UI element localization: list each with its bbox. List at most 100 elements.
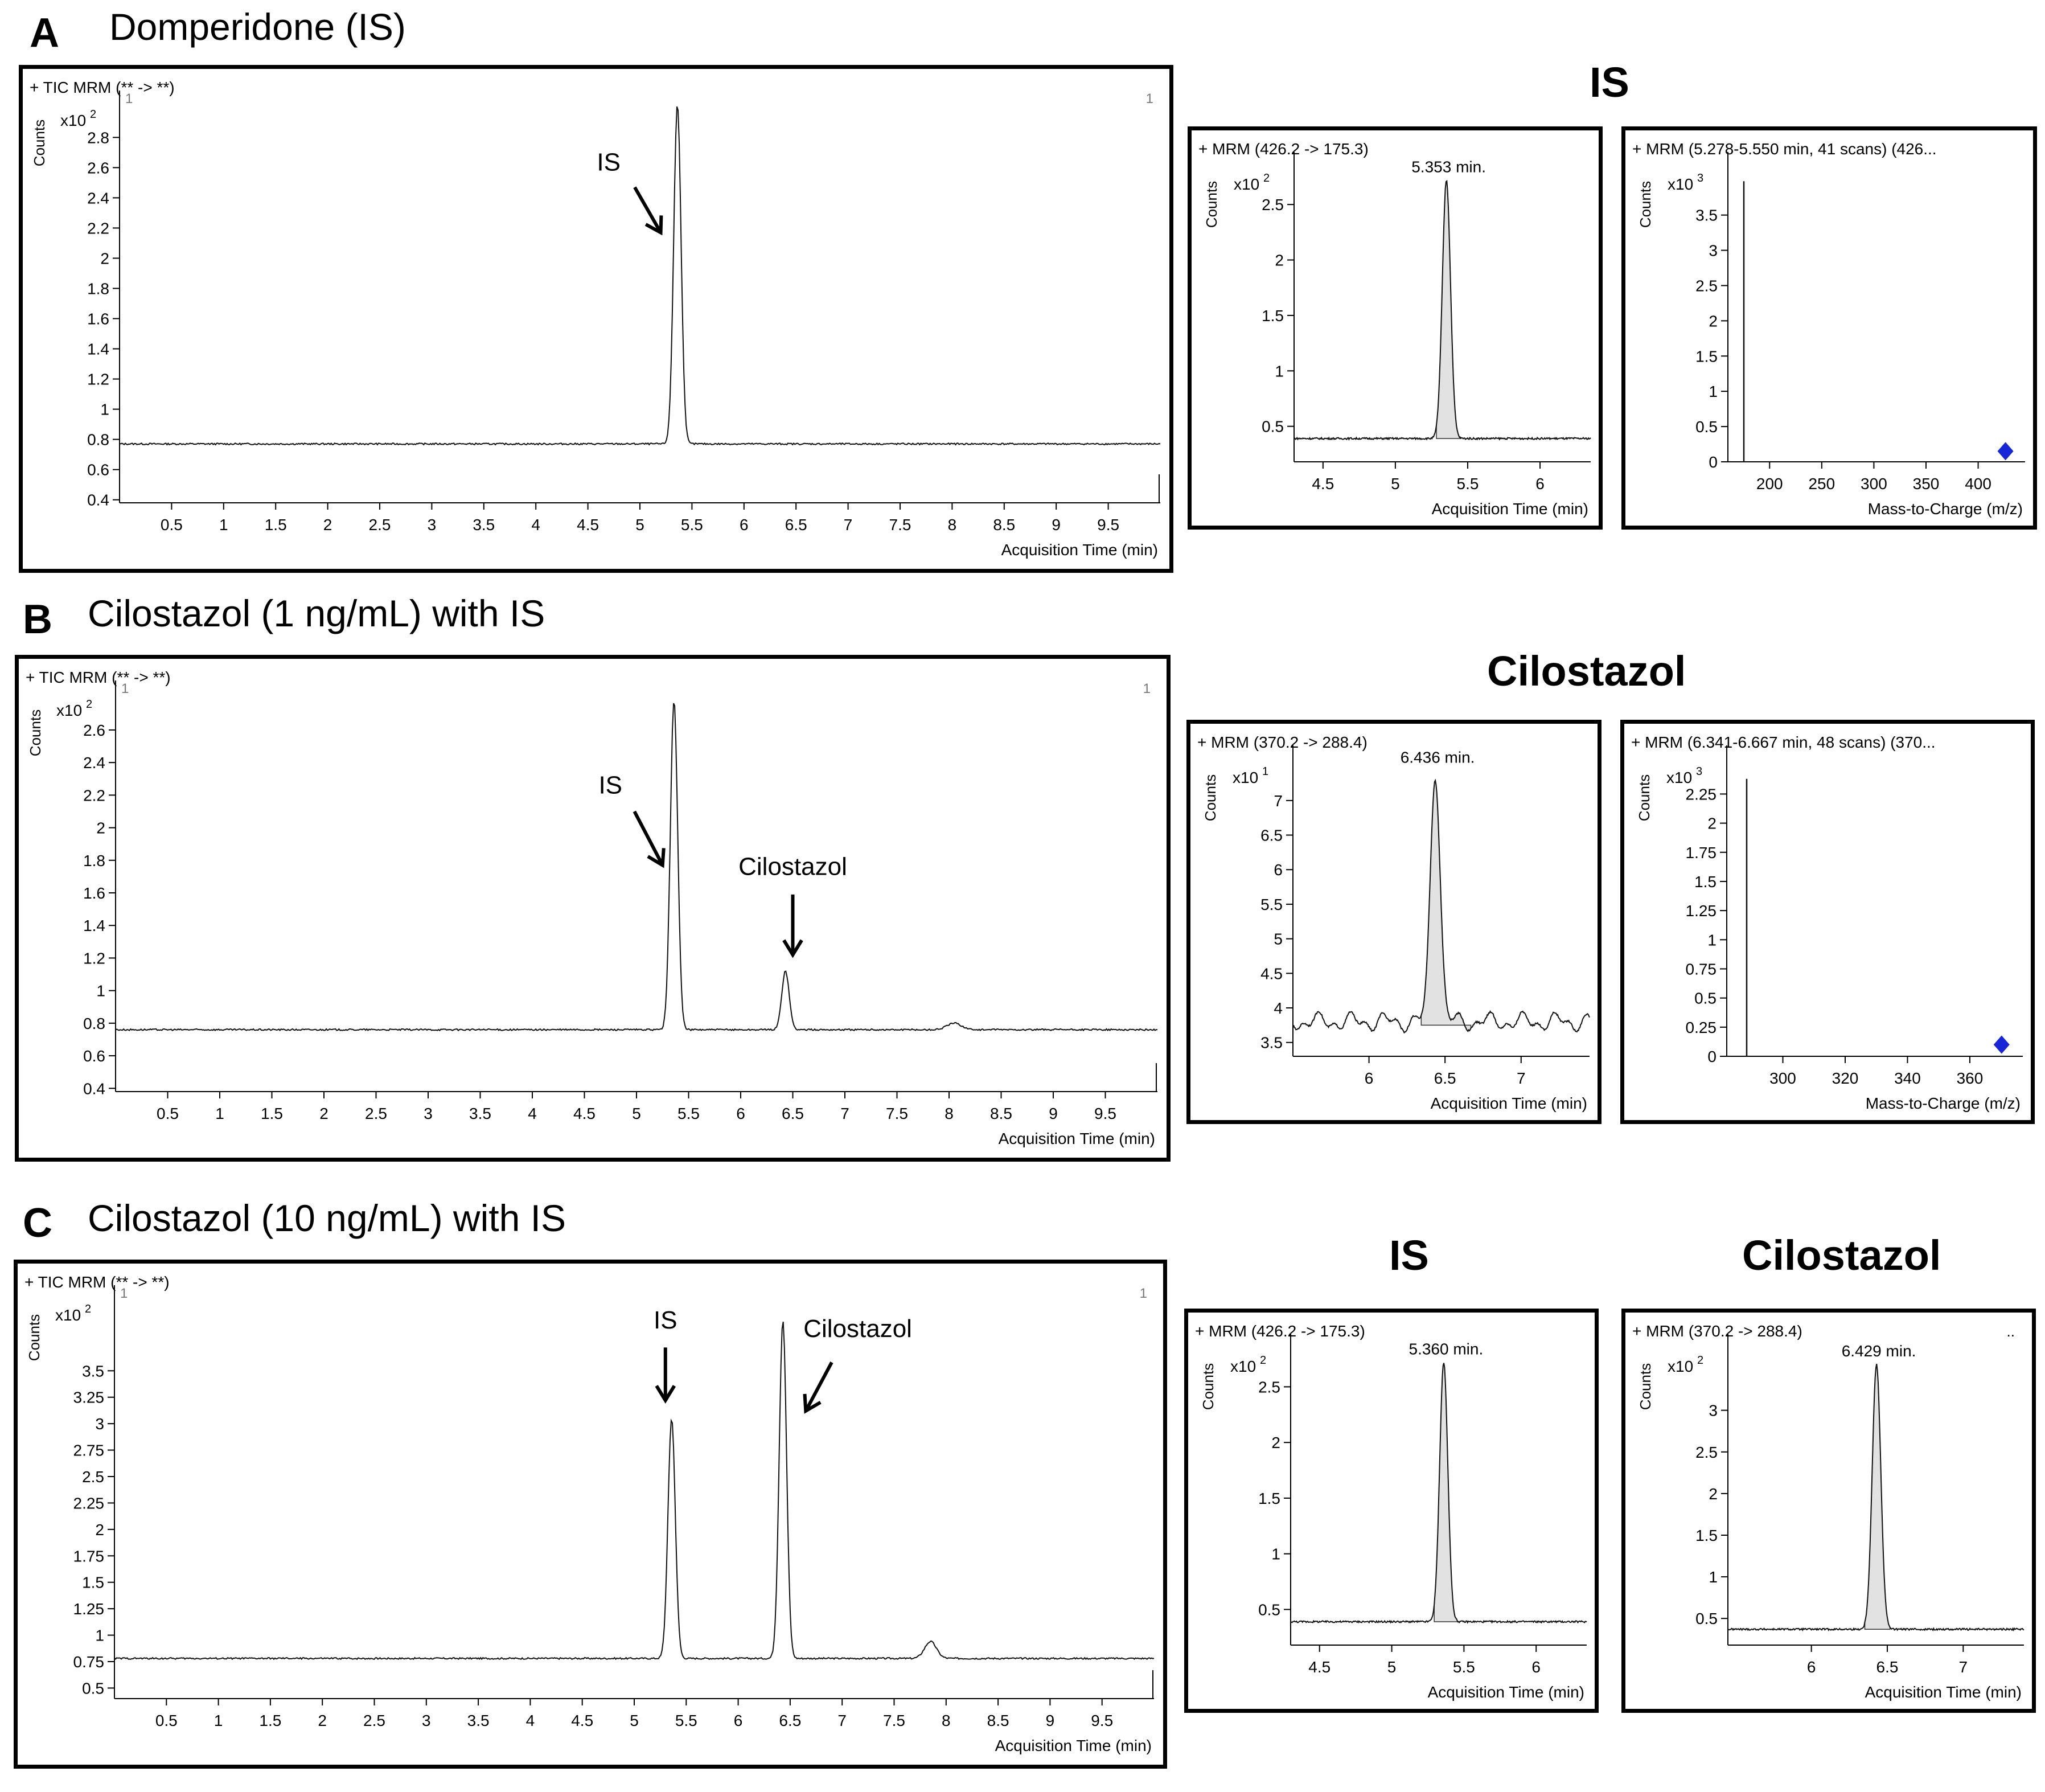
x-tick-label: 4.5	[571, 1712, 593, 1729]
annotation-arrow-head	[647, 848, 666, 868]
y-tick-label: 3	[1709, 242, 1718, 260]
y-tick-label: 1	[96, 982, 105, 1000]
y-multiplier: x10	[60, 112, 86, 129]
chart-a-mrm: + MRM (426.2 -> 175.3) Counts x10 2 0.5 1 1.5 2…	[1188, 126, 1603, 530]
x-tick-label: 5	[635, 516, 644, 534]
x-tick-label: 3	[428, 516, 437, 534]
x-axis-label: Acquisition Time (min)	[1428, 1683, 1584, 1701]
y-tick-label: 0.6	[83, 1047, 105, 1065]
x-tick-label: 8	[945, 1105, 954, 1122]
chart-header: + MRM (6.341-6.667 min, 48 scans) (370..…	[1631, 733, 1936, 751]
annotation-arrow-head	[655, 1385, 676, 1404]
chart-c-mrm-cilostazol: + MRM (370.2 -> 288.4).. Counts x10 2 0.5 1 1.…	[1621, 1309, 2036, 1713]
y-tick-label: 5.5	[1260, 896, 1283, 913]
y-multiplier: x10	[56, 702, 82, 719]
panel-c-letter: C	[23, 1200, 52, 1246]
y-tick-label: 0.75	[73, 1653, 105, 1671]
x-tick-label: 0.5	[161, 516, 183, 534]
annotation-label: IS	[598, 772, 622, 799]
y-tick-label: 2.4	[87, 189, 109, 207]
y-tick-label: 2.4	[83, 754, 105, 772]
chart-svg: + MRM (426.2 -> 175.3) Counts x10 2 0.5 1 1.5 2…	[1195, 1322, 1587, 1701]
y-tick-label: 2	[1709, 312, 1718, 330]
y-multiplier: x10	[1230, 1358, 1256, 1375]
chart-svg: + TIC MRM (** -> **) Counts x10 2 1 1 0.4 0.6 0.…	[26, 669, 1158, 1147]
chart-b-tic: + TIC MRM (** -> **) Counts x10 2 1 1 0.4 0.6 0.…	[15, 655, 1171, 1162]
y-multiplier-exponent: 1	[1262, 765, 1268, 778]
y-tick-label: 2	[1275, 252, 1284, 269]
chromatogram-trace	[115, 703, 1158, 1032]
y-multiplier-exponent: 2	[1697, 1354, 1703, 1367]
corner-marker-left: 1	[120, 1286, 128, 1301]
y-tick-label: 1	[1709, 383, 1718, 400]
panel-b-side-heading: Cilostazol	[1487, 647, 1686, 695]
x-tick-label: 3	[424, 1105, 433, 1122]
x-tick-label: 5	[1391, 475, 1400, 493]
x-tick-label: 1	[219, 516, 228, 534]
x-tick-label: 6	[740, 516, 749, 534]
y-axis-label: Counts	[27, 710, 44, 756]
x-tick-label: 7	[840, 1105, 849, 1122]
x-tick-label: 7	[837, 1712, 847, 1729]
panel-c-title: Cilostazol (10 ng/mL) with IS	[88, 1197, 566, 1239]
x-tick-label: 6	[734, 1712, 743, 1729]
chart-a-ms: + MRM (5.278-5.550 min, 41 scans) (426..…	[1621, 126, 2037, 530]
y-multiplier-exponent: 2	[86, 698, 92, 711]
y-tick-label: 4.5	[1260, 965, 1283, 982]
annotation-label: IS	[597, 149, 621, 177]
x-tick-label: 1.5	[259, 1712, 281, 1729]
x-tick-label: 4.5	[1308, 1658, 1331, 1676]
panel-b-letter: B	[23, 597, 52, 642]
y-tick-label: 0.5	[1262, 418, 1284, 436]
chart-c-tic: + TIC MRM (** -> **) Counts x10 2 1 1 0.5 0.75 1…	[14, 1260, 1167, 1769]
x-tick-label: 8.5	[987, 1712, 1009, 1729]
peak-annotation: Cilostazol	[803, 1315, 912, 1414]
chromatogram-trace	[119, 106, 1161, 446]
annotation-arrow-head	[782, 939, 803, 958]
y-tick-label: 2.5	[82, 1468, 104, 1486]
y-tick-label: 2	[1271, 1434, 1280, 1451]
y-multiplier: x10	[55, 1306, 81, 1324]
y-tick-label: 7	[1274, 792, 1283, 810]
y-tick-label: 2.6	[87, 159, 109, 177]
x-tick-label: 4.5	[573, 1105, 596, 1122]
y-tick-label: 1.4	[83, 917, 105, 934]
x-tick-label: 6.5	[782, 1105, 804, 1122]
y-axis-label: Counts	[1637, 181, 1654, 228]
panel-c-side-heading-is: IS	[1389, 1232, 1429, 1279]
chromatogram-trace	[114, 1322, 1155, 1660]
y-tick-label: 1.8	[87, 280, 109, 297]
x-tick-label: 6	[1535, 475, 1545, 493]
x-tick-label: 5.5	[1457, 475, 1479, 493]
y-tick-label: 1.5	[82, 1574, 104, 1592]
y-tick-label: 1.4	[87, 341, 109, 358]
x-tick-label: 7.5	[883, 1712, 905, 1729]
annotation-label: IS	[654, 1306, 677, 1334]
corner-marker: ..	[2007, 1323, 2015, 1340]
y-multiplier: x10	[1668, 175, 1693, 193]
x-tick-label: 5.5	[1453, 1658, 1475, 1676]
x-axis-label: Acquisition Time (min)	[999, 1130, 1155, 1147]
chart-header: + MRM (426.2 -> 175.3)	[1198, 140, 1369, 158]
y-tick-label: 1.6	[83, 884, 105, 902]
y-tick-label: 0.5	[1258, 1601, 1280, 1618]
x-axis-label: Acquisition Time (min)	[1001, 541, 1158, 559]
x-tick-label: 2	[323, 516, 332, 534]
peak-retention-label: 6.436 min.	[1401, 749, 1475, 766]
x-tick-label: 6	[1365, 1069, 1374, 1087]
y-tick-label: 1.5	[1262, 307, 1284, 325]
x-tick-label: 8.5	[990, 1105, 1012, 1122]
x-tick-label: 5.5	[675, 1712, 697, 1729]
y-axis-label: Counts	[1202, 774, 1219, 821]
annotation-arrow-head	[644, 215, 663, 236]
y-multiplier: x10	[1666, 769, 1692, 786]
x-tick-label: 5	[1387, 1658, 1397, 1676]
x-axis-label: Acquisition Time (min)	[1865, 1683, 2022, 1701]
y-tick-label: 1	[100, 401, 109, 419]
chart-svg: + MRM (426.2 -> 175.3) Counts x10 2 0.5 1 1.5 2…	[1198, 140, 1591, 518]
x-tick-label: 7.5	[889, 516, 911, 534]
y-multiplier-exponent: 2	[90, 108, 96, 121]
x-tick-label: 7	[1517, 1069, 1526, 1087]
y-tick-label: 2.75	[73, 1442, 105, 1459]
